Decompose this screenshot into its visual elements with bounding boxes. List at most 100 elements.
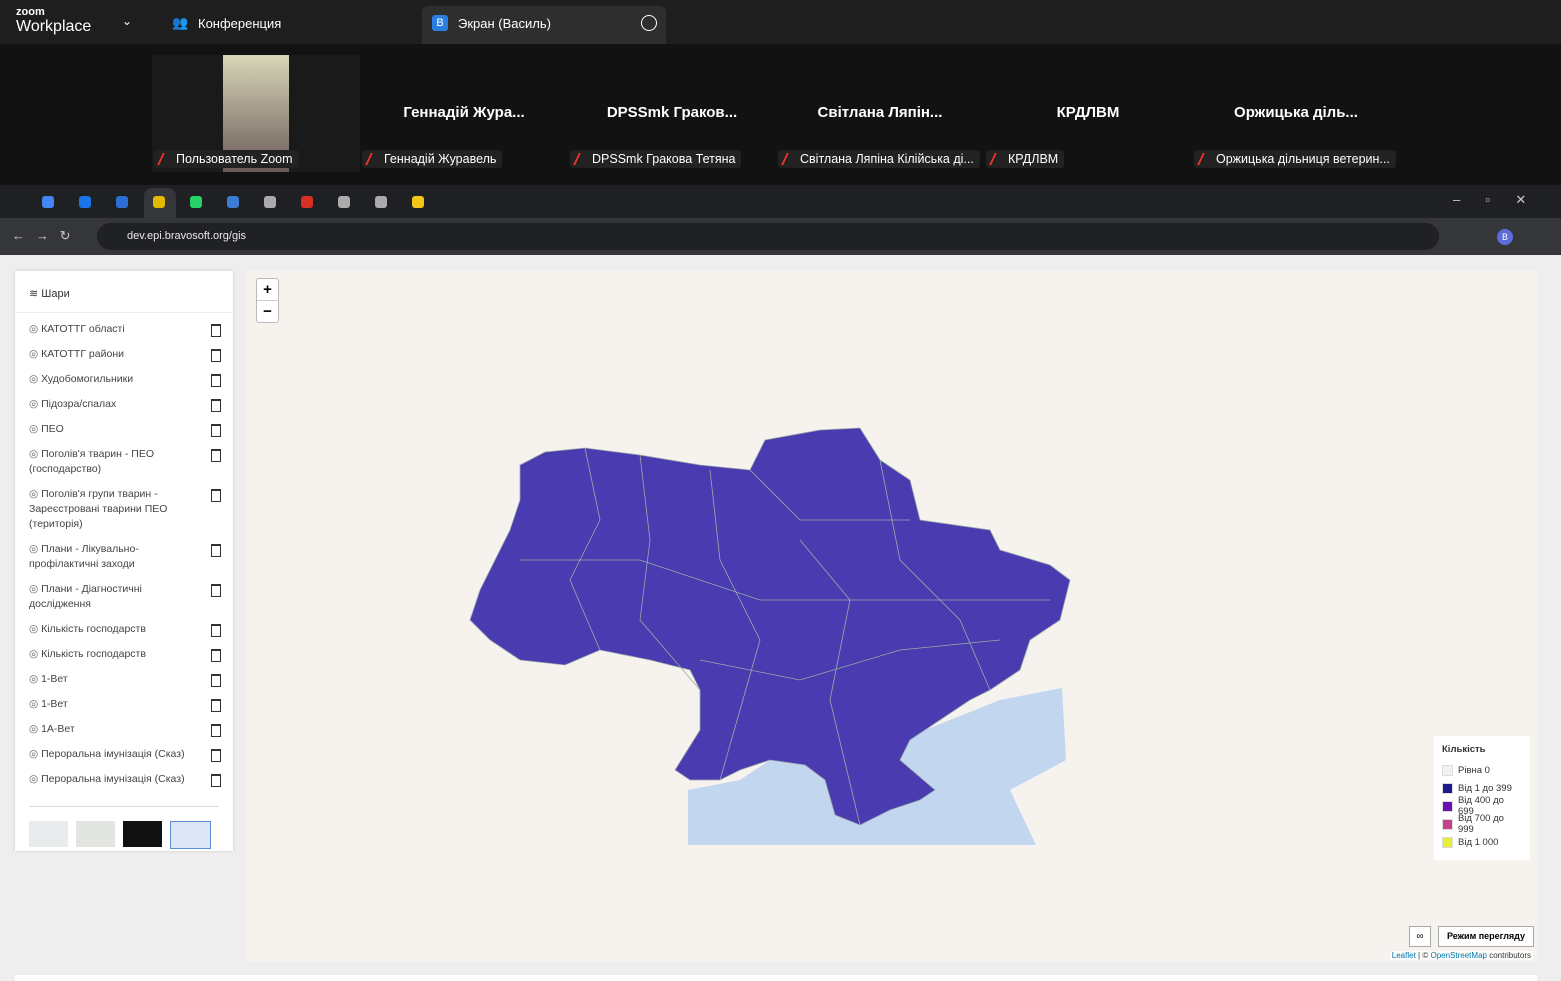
delete-button[interactable] (211, 649, 221, 662)
attribution: Leaflet | © OpenStreetMap contributors (1389, 951, 1533, 960)
basemap[interactable] (29, 821, 68, 847)
tab-icon[interactable] (79, 196, 91, 208)
delete-button[interactable] (211, 489, 221, 502)
tab-icon[interactable] (42, 196, 54, 208)
layer-name: Підозра/спалах (41, 398, 117, 410)
visibility-toggle[interactable]: ◎ (29, 373, 42, 385)
tab[interactable]: Конференция (198, 16, 282, 31)
dropdown[interactable]: ⌄ (122, 14, 133, 28)
layer-label[interactable]: ◎ КАТОТТГ райони (29, 347, 211, 362)
tab-icon[interactable] (264, 196, 276, 208)
delete-button[interactable] (211, 324, 221, 337)
fullscreen[interactable]: ∞ (1409, 926, 1431, 947)
delete-button[interactable] (211, 584, 221, 597)
window-controls[interactable]: – ▫ ✕ (1453, 192, 1527, 207)
visibility-toggle[interactable]: ◎ (29, 323, 42, 335)
link[interactable]: Leaflet (1391, 951, 1416, 960)
visibility-toggle[interactable]: ◎ (29, 698, 42, 710)
participant-label: Світлана Ляпіна Кілійська ді... (778, 150, 980, 168)
delete-button[interactable] (211, 374, 221, 387)
layer-label[interactable]: ◎ 1-Вет (29, 672, 211, 687)
basemap[interactable] (76, 821, 115, 847)
tab-icon[interactable] (116, 196, 128, 208)
visibility-toggle[interactable]: ◎ (29, 543, 42, 555)
delete-button[interactable] (211, 449, 221, 462)
delete-button[interactable] (211, 624, 221, 637)
tab-active[interactable] (422, 6, 666, 44)
visibility-toggle[interactable]: ◎ (29, 673, 42, 685)
visibility-toggle[interactable]: ◎ (29, 583, 42, 595)
layer-label[interactable]: ◎ Поголів'я групи тварин - Зареєстровані… (29, 487, 211, 532)
tab-icon[interactable] (412, 196, 424, 208)
layer-label[interactable]: ◎ Худобомогильники (29, 372, 211, 387)
layer-label[interactable]: ◎ Поголів'я тварин - ПЕО (господарство) (29, 447, 211, 477)
text: | © (1418, 951, 1429, 960)
delete-button[interactable] (211, 674, 221, 687)
legend-swatch (1442, 818, 1453, 830)
zoom-out[interactable]: − (257, 300, 278, 322)
layer-label[interactable]: ◎ Кількість господарств (29, 647, 211, 662)
browser-tabs: – ▫ ✕ (0, 185, 1561, 218)
basemap[interactable] (170, 821, 211, 849)
delete-button[interactable] (211, 424, 221, 437)
visibility-toggle[interactable]: ◎ (29, 648, 42, 660)
legend-label: Від 1 000 (1458, 836, 1499, 848)
delete-button[interactable] (211, 544, 221, 557)
url[interactable]: dev.epi.bravosoft.org/gis (127, 230, 247, 242)
profile[interactable]: B (1497, 229, 1513, 245)
map[interactable]: + − Кількість Рівна 0 Від 1 до 399 Від 400… (247, 271, 1537, 961)
visibility-toggle[interactable]: ◎ (29, 448, 42, 460)
layer-name: Кількість господарств (41, 623, 146, 635)
nav-buttons[interactable]: ← → ↻ (12, 228, 71, 243)
tab-icon[interactable] (301, 196, 313, 208)
tab-icon[interactable] (153, 196, 165, 208)
visibility-toggle[interactable]: ◎ (29, 723, 42, 735)
layer-label[interactable]: ◎ ПЕО (29, 422, 211, 437)
delete-button[interactable] (211, 349, 221, 362)
layer-row: ◎ Худобомогильники (15, 367, 233, 392)
tab-icon[interactable] (338, 196, 350, 208)
layer-label[interactable]: ◎ КАТОТТГ області (29, 322, 211, 337)
mic-muted (1197, 153, 1214, 165)
view-mode-button[interactable]: Режим перегляду (1438, 926, 1535, 947)
badge: B (432, 15, 448, 31)
visibility-toggle[interactable]: ◎ (29, 398, 42, 410)
visibility-toggle[interactable]: ◎ (29, 623, 42, 635)
delete-button[interactable] (211, 399, 221, 412)
delete-button[interactable] (211, 749, 221, 762)
delete-button[interactable] (211, 724, 221, 737)
tab-icon[interactable] (190, 196, 202, 208)
visibility-toggle[interactable]: ◎ (29, 423, 42, 435)
tab[interactable]: Экран (Василь) (458, 16, 551, 31)
layer-label[interactable]: ◎ Плани - Діагностичні дослідження (29, 582, 211, 612)
delete-button[interactable] (211, 699, 221, 712)
more-button[interactable] (641, 15, 657, 31)
participant-name: Світлана Ляпін... (817, 104, 943, 121)
tab-icon[interactable] (375, 196, 387, 208)
layer-label[interactable]: ◎ Плани - Лікувально-профілактичні заход… (29, 542, 211, 572)
zoom-in[interactable]: + (263, 281, 272, 298)
visibility-toggle[interactable]: ◎ (29, 773, 42, 785)
basemap[interactable] (123, 821, 162, 847)
panel-title-row: ≋ Шари (15, 271, 233, 313)
layer-label[interactable]: ◎ Пероральна імунізація (Сказ) (29, 772, 211, 787)
layer-label[interactable]: ◎ 1А-Вет (29, 722, 211, 737)
link[interactable]: OpenStreetMap (1430, 951, 1487, 960)
layer-label[interactable]: ◎ 1-Вет (29, 697, 211, 712)
text: contributors (1489, 951, 1531, 960)
layer-label[interactable]: ◎ Пероральна імунізація (Сказ) (29, 747, 211, 762)
layer-row: ◎ Плани - Діагностичні дослідження (15, 577, 233, 617)
layer-label[interactable]: ◎ Кількість господарств (29, 622, 211, 637)
layer-name: Поголів'я групи тварин - Зареєстровані т… (29, 488, 168, 530)
layer-label[interactable]: ◎ Підозра/спалах (29, 397, 211, 412)
layer-name: Кількість господарств (41, 648, 146, 660)
layer-row: ◎ КАТОТТГ області (15, 317, 233, 342)
delete-button[interactable] (211, 774, 221, 787)
visibility-toggle[interactable]: ◎ (29, 348, 42, 360)
visibility-toggle[interactable]: ◎ (29, 748, 42, 760)
region-area[interactable] (469, 427, 1071, 826)
tab-icon[interactable] (227, 196, 239, 208)
visibility-toggle[interactable]: ◎ (29, 488, 42, 500)
url-box[interactable] (97, 223, 1439, 250)
layer-name: Поголів'я тварин - ПЕО (господарство) (29, 448, 154, 475)
